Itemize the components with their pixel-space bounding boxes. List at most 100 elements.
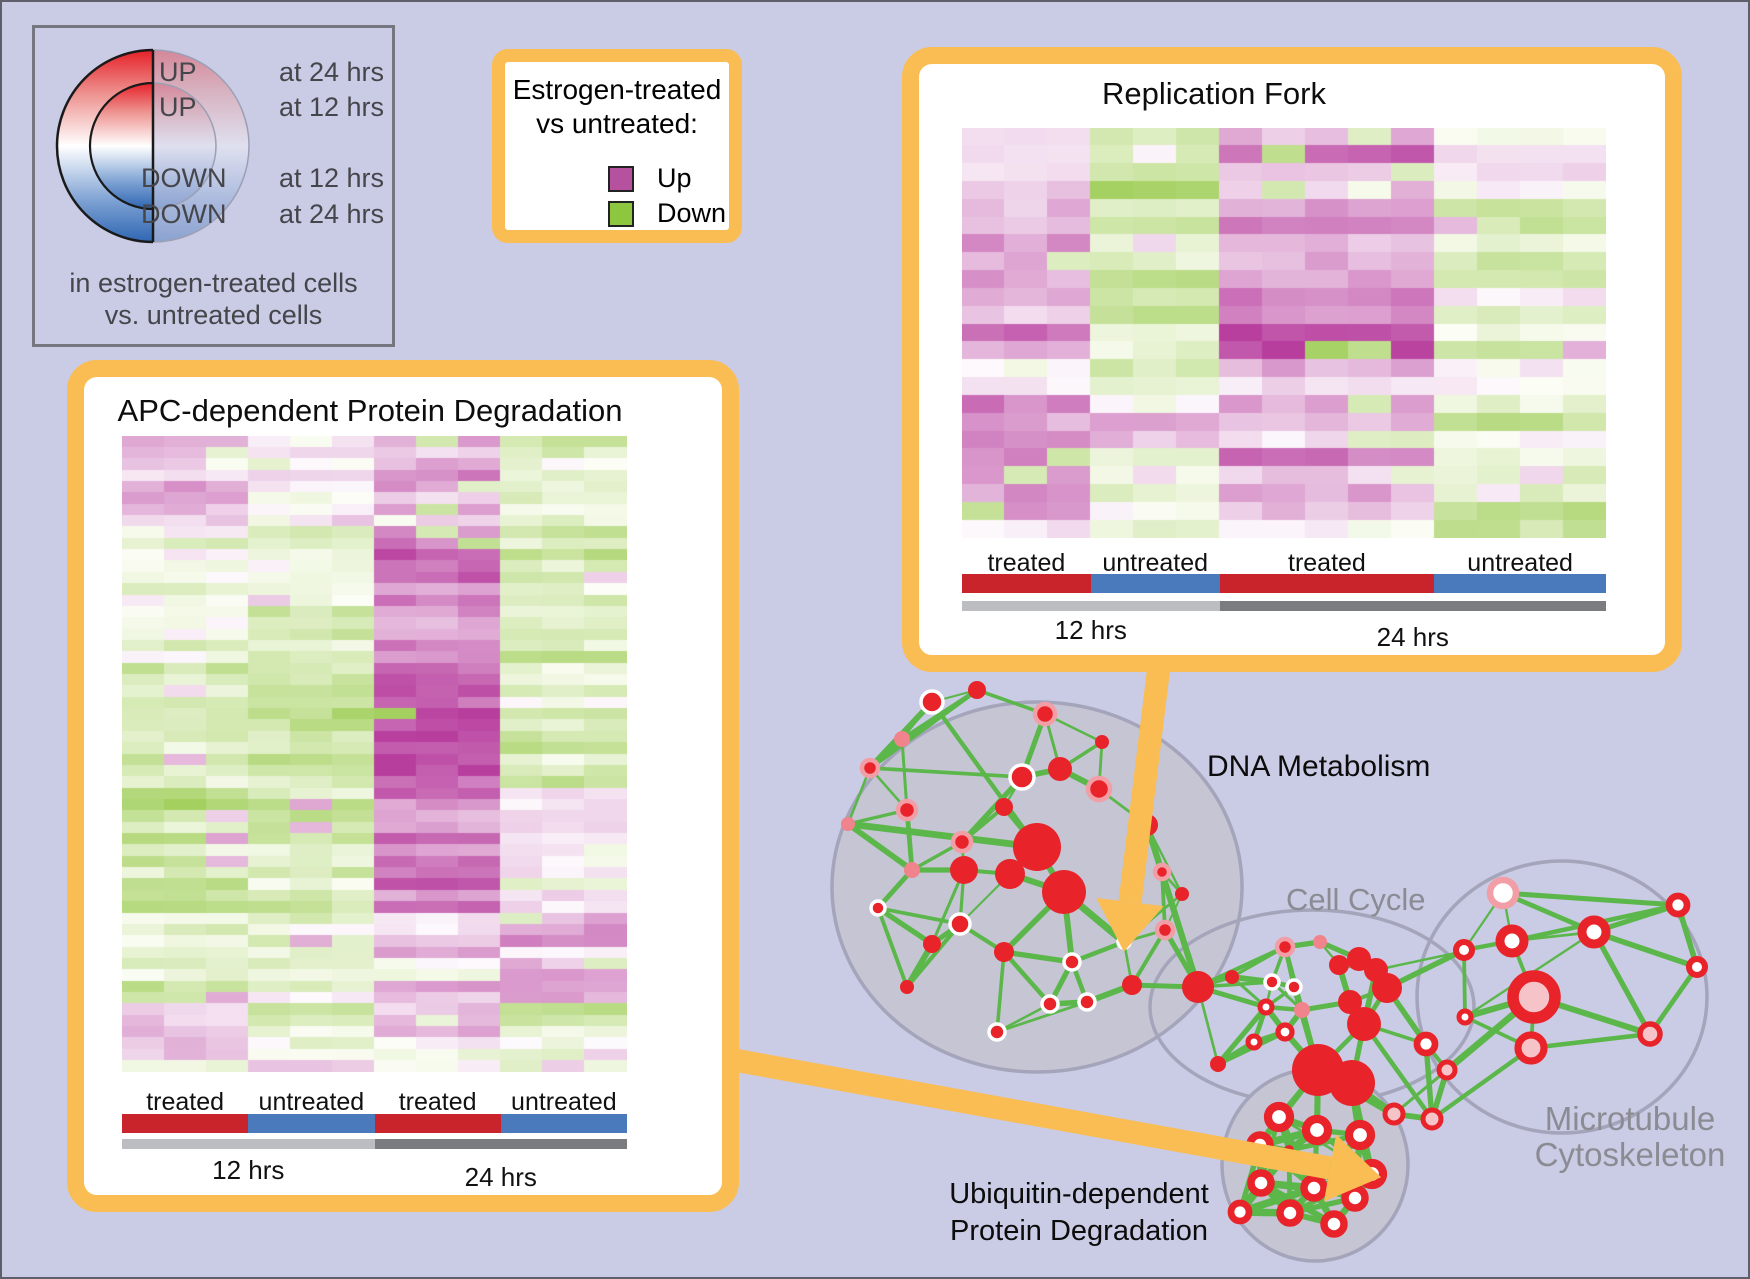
gene-node bbox=[1246, 1131, 1274, 1159]
network-edge bbox=[930, 700, 1039, 849]
network-edge bbox=[1502, 890, 1595, 935]
treatment-group-label: untreated bbox=[511, 1088, 617, 1116]
apc-degradation-heatmap bbox=[122, 436, 627, 1072]
legend-row: DOWN at 24 hrs bbox=[35, 198, 392, 230]
gene-node bbox=[1085, 775, 1113, 803]
treatment-color-bar bbox=[374, 1114, 501, 1133]
network-edge bbox=[996, 1000, 1088, 1034]
treatment-group-label: untreated bbox=[1102, 549, 1209, 577]
gene-node bbox=[1263, 973, 1281, 991]
gene-node bbox=[995, 859, 1025, 889]
replication-fork-panel: Replication Fork treated untreated treated… bbox=[902, 47, 1682, 672]
gene-node bbox=[1372, 973, 1402, 1003]
gene-node bbox=[919, 689, 945, 715]
time-label: 12 hrs bbox=[1054, 615, 1127, 645]
gene-node bbox=[1313, 935, 1327, 949]
gene-node bbox=[1637, 1021, 1663, 1047]
time-label: 24 hrs bbox=[1376, 622, 1449, 652]
legend-time-label: at 12 hrs bbox=[278, 163, 384, 193]
gene-node bbox=[1347, 1007, 1381, 1041]
gene-node bbox=[1062, 952, 1082, 972]
gene-node bbox=[1245, 1033, 1263, 1051]
time-bar-24hrs bbox=[374, 1139, 627, 1149]
gene-node bbox=[948, 912, 972, 936]
legend-time-label: at 12 hrs bbox=[278, 92, 384, 122]
gene-node bbox=[1095, 735, 1109, 749]
gene-node bbox=[1225, 970, 1239, 984]
treatment-color-bar bbox=[1434, 574, 1606, 593]
gene-node bbox=[994, 942, 1014, 962]
gene-node bbox=[1436, 1059, 1458, 1081]
gene-node bbox=[1514, 1031, 1548, 1065]
gene-node bbox=[1032, 701, 1058, 727]
gene-node bbox=[1040, 994, 1060, 1014]
treatment-group-label: treated bbox=[1288, 549, 1366, 577]
gene-node bbox=[1175, 887, 1189, 901]
gene-node bbox=[1210, 1056, 1226, 1072]
treatment-color-bar bbox=[1219, 574, 1435, 593]
gene-node bbox=[1122, 975, 1142, 995]
network-edge bbox=[1530, 1031, 1651, 1051]
gene-node bbox=[1356, 1158, 1388, 1190]
gene-node bbox=[1275, 1022, 1295, 1042]
time-label: 12 hrs bbox=[212, 1155, 285, 1185]
gene-node bbox=[1577, 915, 1611, 949]
gene-node bbox=[1263, 1101, 1295, 1133]
network-edge bbox=[1430, 1046, 1533, 1121]
gene-node bbox=[1152, 862, 1172, 882]
gene-node bbox=[1456, 1008, 1474, 1026]
network-edge bbox=[905, 922, 962, 989]
treatment-color-bar bbox=[248, 1114, 375, 1133]
network-edge bbox=[1502, 890, 1679, 908]
gene-node bbox=[895, 798, 919, 822]
legend-direction-label: UP bbox=[159, 92, 197, 122]
network-edge bbox=[1462, 949, 1467, 1018]
legend-row: UP at 24 hrs bbox=[35, 56, 392, 88]
treatment-color-bar bbox=[122, 1114, 249, 1133]
gene-node bbox=[1686, 956, 1708, 978]
legend-direction-label: DOWN bbox=[141, 199, 227, 229]
apc-degradation-panel: APC-dependent Protein Degradation treate… bbox=[67, 360, 739, 1212]
network-edge bbox=[847, 820, 1038, 851]
gene-node bbox=[1285, 978, 1303, 996]
replication-fork-heatmap bbox=[962, 128, 1606, 538]
gene-node bbox=[950, 856, 978, 884]
network-edge bbox=[1362, 1022, 1434, 1121]
color-key-title: Estrogen-treated bbox=[512, 74, 722, 105]
legend-footer-line: in estrogen-treated cells bbox=[69, 268, 358, 298]
gene-node bbox=[1048, 757, 1072, 781]
gene-node bbox=[987, 1022, 1007, 1042]
gene-node bbox=[1344, 1119, 1376, 1151]
gene-node bbox=[1284, 1145, 1294, 1155]
gene-node bbox=[1347, 947, 1371, 971]
color-key-box: Estrogen-treated vs untreated: Up Down bbox=[492, 49, 742, 243]
network-edge bbox=[1423, 1043, 1435, 1120]
network-edge bbox=[846, 821, 914, 873]
time-bar-24hrs bbox=[1219, 601, 1606, 611]
network-edge bbox=[1591, 930, 1653, 1036]
network-edge bbox=[1593, 929, 1698, 970]
color-key-title: vs untreated: bbox=[536, 108, 698, 139]
time-bar-12hrs bbox=[122, 1139, 375, 1149]
legend-row: UP at 12 hrs bbox=[35, 91, 392, 123]
legend-time-label: at 24 hrs bbox=[278, 199, 384, 229]
gene-node bbox=[923, 935, 941, 953]
gene-node bbox=[1420, 1107, 1444, 1131]
treatment-group-label: treated bbox=[146, 1088, 225, 1116]
gene-node bbox=[1154, 919, 1176, 941]
gene-node bbox=[968, 681, 986, 699]
network-edge bbox=[1375, 939, 1513, 972]
gene-node bbox=[1320, 1210, 1348, 1238]
gene-node bbox=[1274, 936, 1296, 958]
panel-title: Replication Fork bbox=[1102, 76, 1326, 111]
network-edge bbox=[1648, 965, 1699, 1036]
network-edge bbox=[996, 1002, 1051, 1034]
gene-node bbox=[841, 817, 855, 831]
network-edge bbox=[876, 907, 909, 988]
network-edge bbox=[1002, 950, 1052, 1006]
cluster-ellipse-dna bbox=[830, 700, 1244, 1074]
gene-node bbox=[1294, 1002, 1310, 1018]
gene-node bbox=[1507, 970, 1561, 1024]
network-edge bbox=[960, 775, 1024, 844]
